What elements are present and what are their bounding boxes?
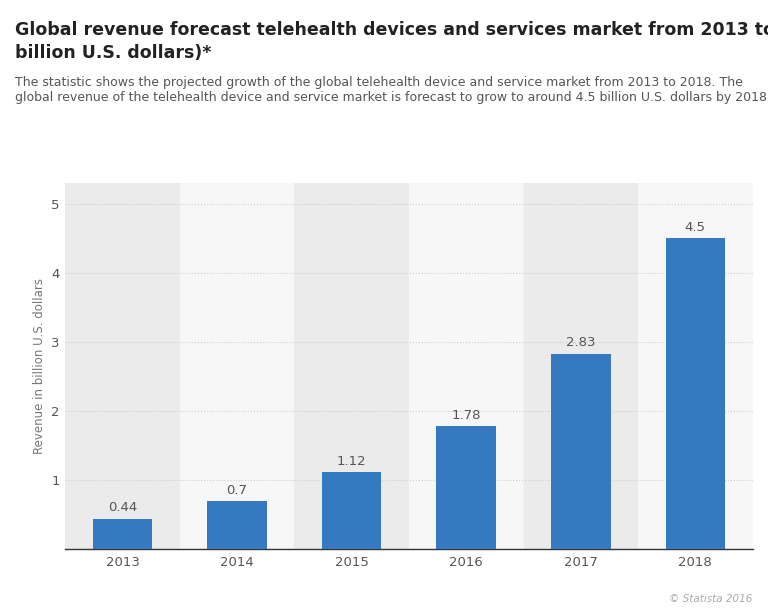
Bar xyxy=(207,501,267,549)
Y-axis label: Revenue in billion U.S. dollars: Revenue in billion U.S. dollars xyxy=(33,278,45,454)
Bar xyxy=(551,354,611,549)
Bar xyxy=(294,183,409,549)
Bar xyxy=(65,183,180,549)
Text: The statistic shows the projected growth of the global telehealth device and ser: The statistic shows the projected growth… xyxy=(15,76,743,89)
Text: 0.7: 0.7 xyxy=(227,484,247,497)
Text: Global revenue forecast telehealth devices and services market from 2013 to 2018: Global revenue forecast telehealth devic… xyxy=(15,21,768,40)
Text: 0.44: 0.44 xyxy=(108,501,137,514)
Text: 4.5: 4.5 xyxy=(685,221,706,234)
Bar xyxy=(409,183,524,549)
Text: 1.12: 1.12 xyxy=(337,454,366,467)
Text: 1.78: 1.78 xyxy=(452,409,481,422)
Text: billion U.S. dollars)*: billion U.S. dollars)* xyxy=(15,44,212,62)
Text: global revenue of the telehealth device and service market is forecast to grow t: global revenue of the telehealth device … xyxy=(15,91,768,104)
Bar xyxy=(666,239,725,549)
Bar xyxy=(322,472,382,549)
Bar xyxy=(180,183,294,549)
Text: 2.83: 2.83 xyxy=(566,337,595,350)
Text: © Statista 2016: © Statista 2016 xyxy=(669,594,753,604)
Bar xyxy=(524,183,638,549)
Bar xyxy=(93,518,152,549)
Bar xyxy=(638,183,753,549)
Bar xyxy=(436,426,496,549)
